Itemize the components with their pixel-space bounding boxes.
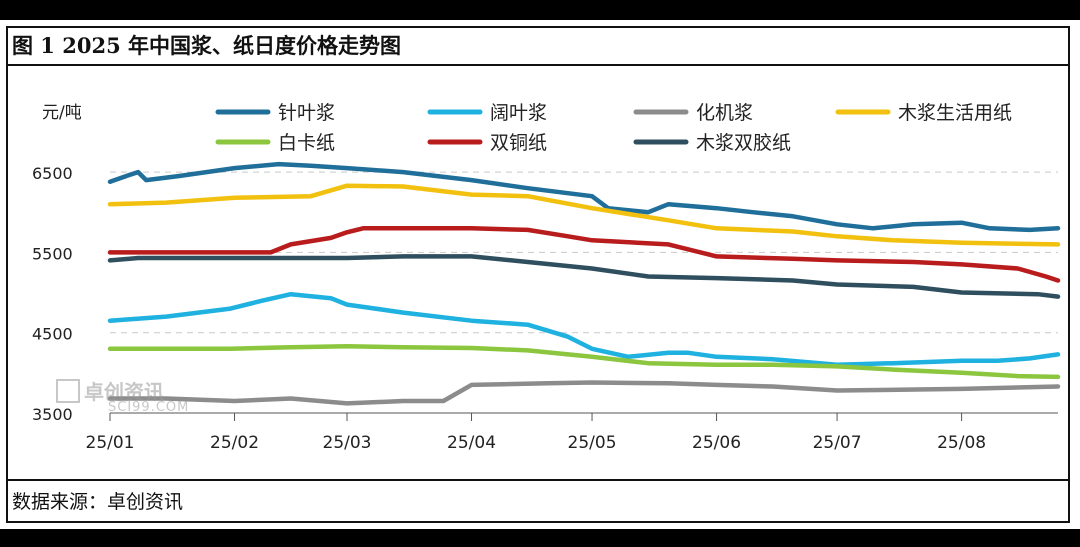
title-divider (6, 26, 1070, 66)
series-line (107, 254, 1061, 299)
bottom-black-bar (0, 529, 1080, 547)
y-tick-label: 5500 (32, 244, 73, 263)
y-axis-label: 元/吨 (42, 103, 82, 123)
source-note: 数据来源：卓创资讯 (12, 487, 183, 514)
y-tick-label: 3500 (32, 405, 73, 424)
legend-label: 双铜纸 (490, 132, 547, 154)
series-line (107, 291, 1061, 368)
watermark-logo-icon (56, 378, 80, 403)
y-tick-label: 6500 (32, 164, 73, 183)
x-tick-label: 25/04 (447, 433, 496, 453)
watermark-name: 卓创资讯 (84, 380, 164, 404)
series-line (107, 344, 1061, 380)
source-label: 数据来源： (12, 491, 108, 513)
legend-label: 白卡纸 (278, 132, 335, 154)
top-black-bar (0, 0, 1080, 20)
legend-label: 木浆生活用纸 (898, 102, 1012, 124)
legend-label: 针叶浆 (278, 102, 335, 124)
figure-frame (6, 26, 1070, 523)
watermark-url: SCI99.COM (108, 400, 190, 415)
source-value: 卓创资讯 (107, 491, 184, 513)
source-divider (6, 479, 1070, 481)
legend-label: 阔叶浆 (490, 102, 547, 124)
x-tick-label: 25/08 (937, 433, 986, 453)
series-line (107, 161, 1061, 233)
series-line (107, 226, 1061, 283)
x-tick-label: 25/03 (323, 433, 372, 453)
figure-title: 图 1 2025 年中国浆、纸日度价格走势图 (12, 33, 401, 58)
legend-label: 木浆双胶纸 (696, 132, 791, 154)
x-tick-label: 25/06 (692, 433, 741, 453)
series-line (107, 380, 1061, 406)
series-line (107, 183, 1061, 247)
legend-label: 化机浆 (696, 102, 753, 124)
watermark: 卓创资讯 SCI99.COM (56, 376, 188, 415)
y-tick-label: 4500 (32, 325, 73, 344)
x-tick-label: 25/05 (568, 433, 617, 453)
x-tick-label: 25/02 (210, 433, 259, 453)
x-tick-label: 25/07 (813, 433, 862, 453)
x-tick-label: 25/01 (86, 433, 135, 453)
